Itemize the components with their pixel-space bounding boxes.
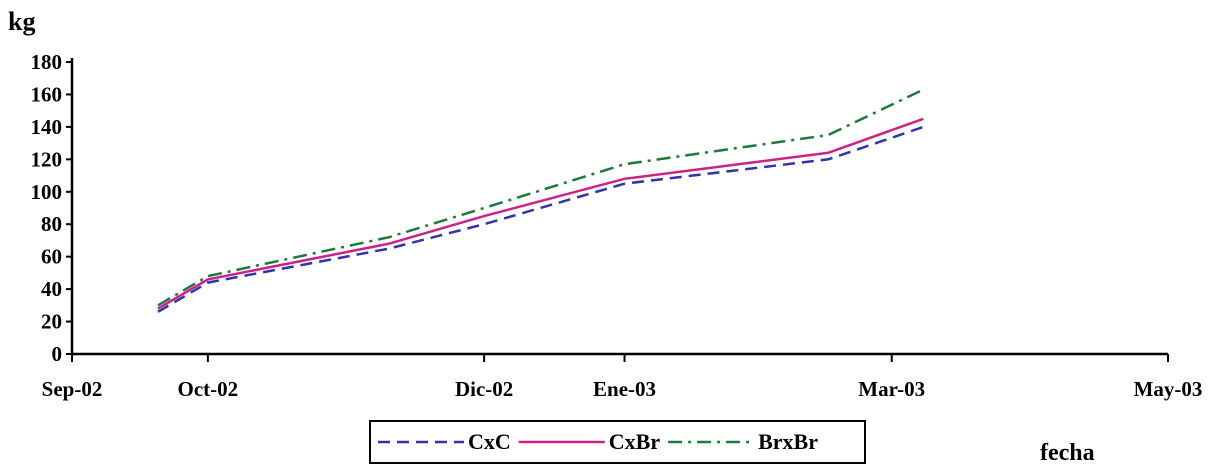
- y-tick-label: 80: [41, 212, 62, 236]
- y-tick-label: 40: [41, 277, 62, 301]
- x-tick-label: May-03: [1134, 377, 1203, 401]
- x-tick-label: Oct-02: [178, 377, 239, 401]
- y-tick-label: 180: [31, 50, 63, 74]
- y-tick-label: 140: [31, 115, 63, 139]
- y-tick-label: 120: [31, 147, 63, 171]
- y-tick-label: 160: [31, 82, 63, 106]
- x-axis-ticks: Sep-02 Oct-02 Dic-02 Ene-03 Mar-03 May-03: [42, 354, 1203, 401]
- x-tick-label: Mar-03: [858, 377, 925, 401]
- legend-label-cxbr: CxBr: [609, 429, 661, 454]
- x-tick-label: Ene-03: [593, 377, 656, 401]
- x-tick-label: Dic-02: [455, 377, 513, 401]
- legend-label-cxc: CxC: [468, 429, 511, 454]
- y-axis-ticks: 0 20 40 60 80 100 120 140 160 180: [31, 50, 72, 366]
- legend: CxC CxBr BrxBr: [369, 420, 866, 464]
- y-axis-title: kg: [8, 7, 35, 36]
- series-line-cxbr: [157, 117, 924, 310]
- y-tick-label: 0: [52, 342, 63, 366]
- y-tick-label: 20: [41, 310, 62, 334]
- x-tick-label: Sep-02: [42, 377, 103, 401]
- series-line-cxc: [157, 125, 924, 313]
- axes: [70, 58, 1168, 356]
- series-line-brxbr: [157, 88, 924, 307]
- legend-box: [369, 420, 866, 464]
- series-lines: [157, 88, 924, 313]
- x-axis-title: fecha: [1040, 440, 1095, 464]
- y-tick-label: 60: [41, 245, 62, 269]
- y-tick-label: 100: [31, 180, 63, 204]
- legend-label-brxbr: BrxBr: [758, 429, 818, 454]
